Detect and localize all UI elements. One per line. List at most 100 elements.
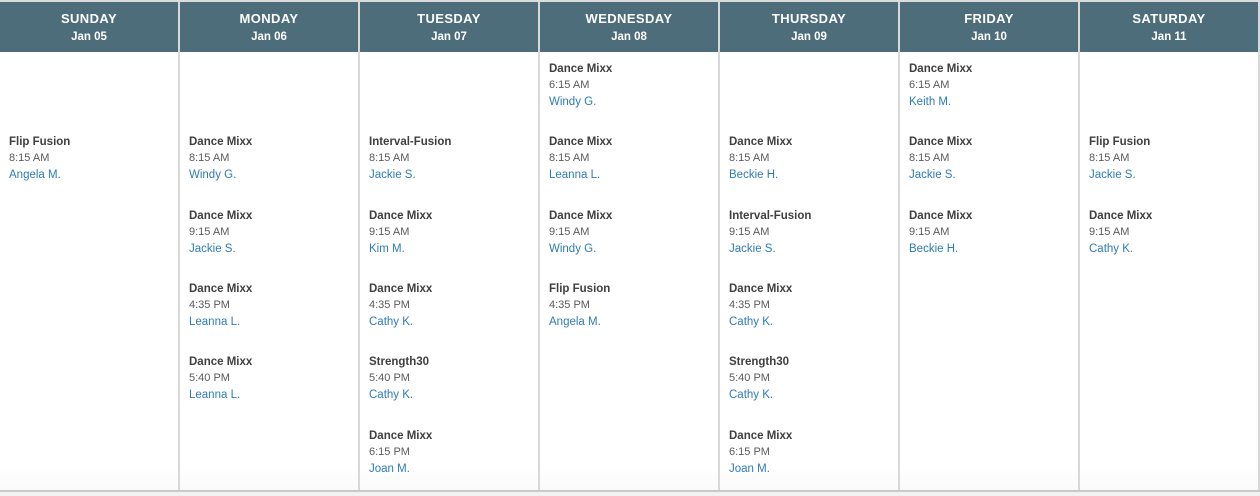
class-name: Dance Mixx	[189, 136, 253, 149]
class-name: Dance Mixx	[189, 282, 253, 295]
instructor-link[interactable]: Cathy K.	[1089, 242, 1134, 255]
class-name: Flip Fusion	[549, 282, 611, 295]
instructor-link[interactable]: Beckie H.	[909, 242, 959, 255]
day-body: Dance Mixx 6:15 AM Windy G. Dance Mixx 8:15 …	[540, 52, 718, 490]
class-time: 8:15 AM	[729, 152, 770, 165]
class-time: 9:15 AM	[369, 225, 410, 238]
instructor-link[interactable]: Leanna L.	[189, 315, 241, 328]
day-name: MONDAY	[239, 11, 299, 26]
class-time: 6:15 PM	[369, 445, 410, 458]
instructor-link[interactable]: Leanna L.	[549, 169, 601, 182]
class-name: Interval-Fusion	[729, 209, 812, 222]
class-time: 6:15 AM	[549, 79, 590, 91]
day-column-wednesday: WEDNESDAY Jan 08 Dance Mixx 6:15 AM Windy G.…	[540, 2, 720, 490]
class-name: Flip Fusion	[1089, 136, 1151, 149]
class-entry: Dance Mixx 8:15 AM Jackie S.	[900, 135, 1078, 183]
class-time: 5:40 PM	[369, 372, 410, 385]
day-date: Jan 09	[791, 31, 827, 43]
class-time: 9:15 AM	[909, 225, 950, 238]
class-name: Dance Mixx	[729, 136, 793, 149]
class-name: Dance Mixx	[909, 63, 973, 75]
instructor-link[interactable]: Cathy K.	[729, 315, 774, 328]
class-name: Dance Mixx	[1089, 209, 1153, 222]
class-entry: Interval-Fusion 8:15 AM Jackie S.	[360, 135, 538, 183]
instructor-link[interactable]: Jackie S.	[369, 169, 416, 182]
instructor-link[interactable]: Windy G.	[549, 242, 597, 255]
day-header: THURSDAY Jan 09	[720, 2, 898, 52]
instructor-link[interactable]: Joan M.	[369, 462, 410, 475]
day-body: Dance Mixx 8:15 AM Windy G. Dance Mixx 9:15 …	[180, 52, 358, 490]
instructor-link[interactable]: Windy G.	[189, 169, 237, 182]
class-entry: Flip Fusion 8:15 AM Jackie S.	[1080, 135, 1258, 183]
day-body: Flip Fusion 8:15 AM Angela M.	[0, 52, 178, 490]
class-name: Dance Mixx	[909, 136, 973, 149]
day-header: MONDAY Jan 06	[180, 2, 358, 52]
instructor-link[interactable]: Joan M.	[729, 462, 770, 475]
class-name: Dance Mixx	[729, 429, 793, 442]
class-entry: Strength30 5:40 PM Cathy K.	[720, 355, 898, 403]
class-entry: Dance Mixx 6:15 PM Joan M.	[720, 429, 898, 477]
day-column-tuesday: TUESDAY Jan 07 Interval-Fusion 8:15 AM Jacki…	[360, 2, 540, 490]
class-time: 9:15 AM	[189, 225, 230, 238]
class-entry: Flip Fusion 8:15 AM Angela M.	[0, 135, 178, 183]
class-time: 4:35 PM	[189, 298, 230, 311]
instructor-link[interactable]: Cathy K.	[369, 315, 414, 328]
day-date: Jan 11	[1151, 31, 1187, 43]
class-time: 8:15 AM	[9, 152, 50, 165]
day-header: SATURDAY Jan 11	[1080, 2, 1258, 52]
instructor-link[interactable]: Leanna L.	[189, 389, 241, 402]
instructor-link[interactable]: Angela M.	[549, 315, 601, 328]
class-entry: Dance Mixx 9:15 AM Windy G.	[540, 209, 718, 257]
day-column-friday: FRIDAY Jan 10 Dance Mixx 6:15 AM Keith M. Dan…	[900, 2, 1080, 490]
instructor-link[interactable]: Jackie S.	[729, 242, 776, 255]
instructor-link[interactable]: Cathy K.	[729, 389, 774, 402]
class-name: Dance Mixx	[369, 282, 433, 295]
day-body: Dance Mixx 8:15 AM Beckie H. Interval-Fusio…	[720, 52, 898, 490]
class-entry: Dance Mixx 8:15 AM Beckie H.	[720, 135, 898, 183]
class-time: 8:15 AM	[909, 152, 950, 165]
class-name: Dance Mixx	[369, 429, 433, 442]
day-header: WEDNESDAY Jan 08	[540, 2, 718, 52]
class-name: Dance Mixx	[729, 282, 793, 295]
instructor-link[interactable]: Kim M.	[369, 242, 405, 255]
class-name: Dance Mixx	[369, 209, 433, 222]
class-time: 9:15 AM	[549, 225, 590, 238]
day-date: Jan 08	[611, 31, 647, 43]
class-time: 8:15 AM	[1089, 152, 1130, 165]
class-entry: Dance Mixx 9:15 AM Cathy K.	[1080, 209, 1258, 257]
class-time: 4:35 PM	[729, 298, 770, 311]
day-column-saturday: SATURDAY Jan 11 Flip Fusion 8:15 AM Jackie S…	[1080, 2, 1260, 490]
class-time: 8:15 AM	[549, 152, 590, 165]
instructor-link[interactable]: Jackie S.	[189, 242, 236, 255]
instructor-link[interactable]: Jackie S.	[1089, 169, 1136, 182]
day-body: Interval-Fusion 8:15 AM Jackie S. Dance Mix…	[360, 52, 538, 490]
instructor-link[interactable]: Angela M.	[9, 169, 61, 182]
class-name: Interval-Fusion	[369, 136, 452, 149]
class-entry: Dance Mixx 6:15 AM Windy G.	[540, 62, 718, 110]
class-name: Dance Mixx	[549, 63, 613, 75]
class-entry: Dance Mixx 9:15 AM Beckie H.	[900, 209, 1078, 257]
instructor-link[interactable]: Cathy K.	[369, 389, 414, 402]
day-column-monday: MONDAY Jan 06 Dance Mixx 8:15 AM Windy G. Dan…	[180, 2, 360, 490]
class-time: 6:15 PM	[729, 445, 770, 458]
instructor-link[interactable]: Jackie S.	[909, 169, 956, 182]
class-entry: Dance Mixx 6:15 AM Keith M.	[900, 62, 1078, 110]
instructor-link[interactable]: Beckie H.	[729, 169, 779, 182]
class-name: Flip Fusion	[9, 136, 71, 149]
day-column-sunday: SUNDAY Jan 05 Flip Fusion 8:15 AM Angela M.	[0, 2, 180, 490]
class-time: 4:35 PM	[369, 298, 410, 311]
day-name: TUESDAY	[417, 11, 481, 26]
day-name: WEDNESDAY	[585, 11, 673, 26]
instructor-link[interactable]: Keith M.	[909, 96, 952, 108]
day-name: SUNDAY	[60, 11, 118, 26]
day-body: Flip Fusion 8:15 AM Jackie S. Dance Mixx 9:1…	[1080, 52, 1258, 490]
instructor-link[interactable]: Windy G.	[549, 96, 597, 108]
class-entry: Dance Mixx 8:15 AM Leanna L.	[540, 135, 718, 183]
class-time: 8:15 AM	[189, 152, 230, 165]
class-time: 9:15 AM	[729, 225, 770, 238]
class-name: Dance Mixx	[549, 209, 613, 222]
class-name: Dance Mixx	[189, 356, 253, 369]
class-entry: Strength30 5:40 PM Cathy K.	[360, 355, 538, 403]
